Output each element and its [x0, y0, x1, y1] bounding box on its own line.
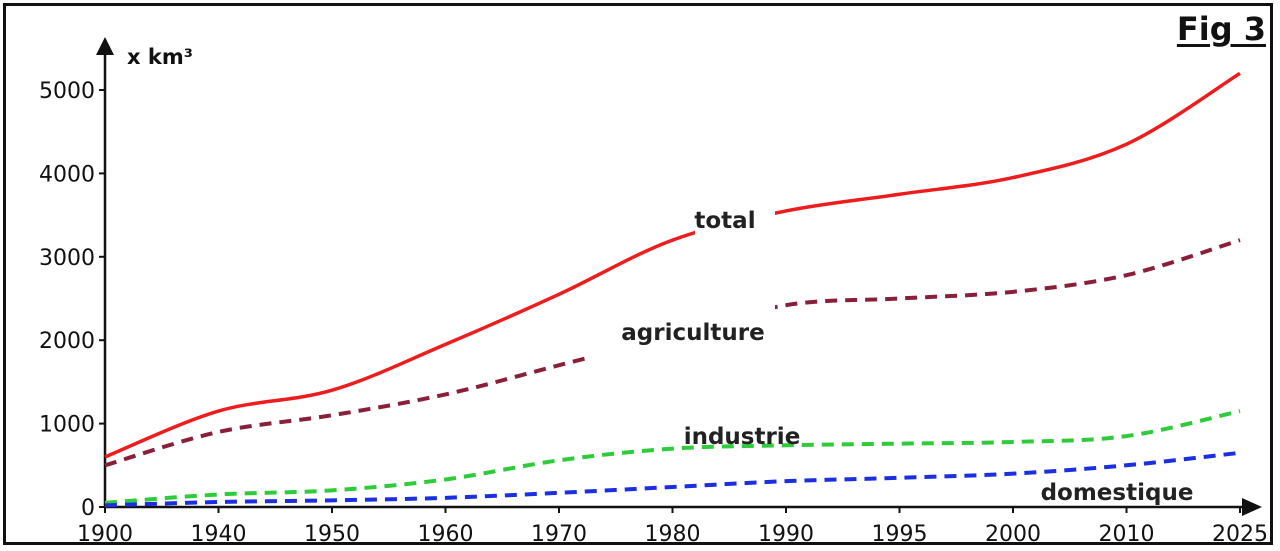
x-tick-label: 1990 [758, 522, 814, 547]
ticks: 0 1000 2000 3000 4000 5000 1900 1940 1950 1960 197… [39, 79, 1268, 547]
y-axis-arrow [96, 37, 114, 55]
y-tick-label: 2000 [39, 329, 95, 354]
y-axis-label: x km³ [127, 45, 193, 69]
x-tick-label: 2000 [985, 522, 1041, 547]
x-axis-arrow [1242, 498, 1262, 516]
x-tick-label: 1950 [304, 522, 360, 547]
x-tick-label: 1970 [531, 522, 587, 547]
x-tick-label: 1960 [418, 522, 474, 547]
series-lines [104, 71, 1241, 508]
series-line-domestique [104, 450, 1241, 508]
series-label-industrie: industrie [684, 424, 801, 450]
x-tick-label: 2010 [1099, 522, 1155, 547]
series-labels: total agriculture industrie domestique [621, 208, 1193, 506]
figure-frame [3, 3, 1273, 545]
y-tick-label: 5000 [39, 79, 95, 104]
series-label-domestique: domestique [1041, 480, 1194, 506]
y-tick-label: 0 [81, 496, 95, 521]
x-tick-label: 1940 [191, 522, 247, 547]
x-tick-label: 1995 [872, 522, 928, 547]
y-tick-label: 4000 [39, 162, 95, 187]
series-label-total: total [694, 208, 755, 234]
figure-label: Fig 3 [1176, 10, 1266, 48]
y-tick-label: 3000 [39, 246, 95, 271]
series-line-total [104, 71, 1241, 459]
series-label-agriculture: agriculture [621, 320, 764, 346]
series-line-industrie [104, 409, 1241, 505]
x-tick-label: 2025 [1212, 522, 1268, 547]
x-tick-label: 1900 [77, 522, 133, 547]
y-tick-label: 1000 [39, 413, 95, 438]
axes: x km³ [96, 37, 1262, 516]
series-line-agriculture [104, 238, 1241, 468]
x-tick-label: 1980 [645, 522, 701, 547]
